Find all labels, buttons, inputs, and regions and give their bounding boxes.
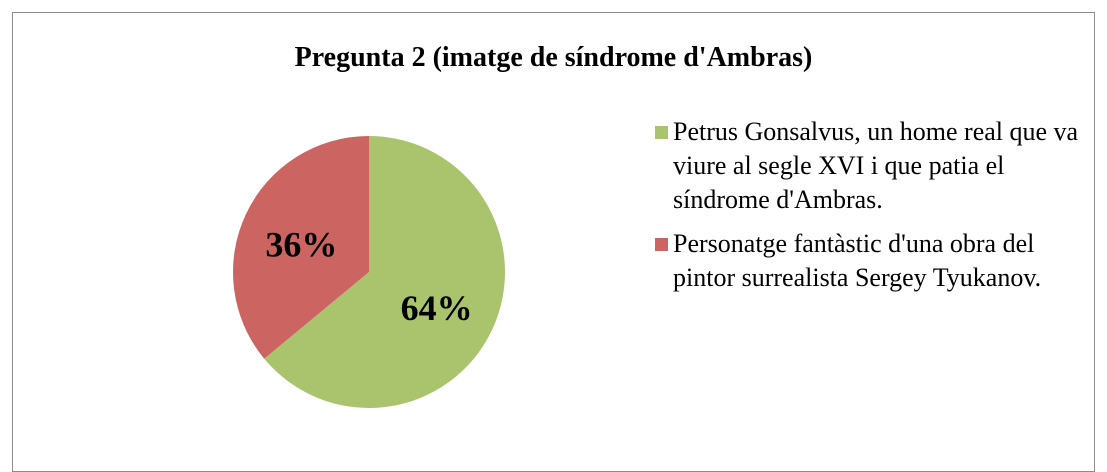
pie-slice xyxy=(233,136,369,359)
legend-swatch xyxy=(655,238,668,251)
pie-slice xyxy=(264,136,506,409)
legend: Petrus Gonsalvus, un home real que va vi… xyxy=(655,115,1085,305)
chart-title: Pregunta 2 (imatge de síndrome d'Ambras) xyxy=(294,42,813,73)
legend-item: Personatge fantàstic d'una obra del pint… xyxy=(655,227,1085,295)
legend-label: Petrus Gonsalvus, un home real que va vi… xyxy=(673,117,1079,214)
legend-swatch xyxy=(655,126,668,139)
data-label: 64% xyxy=(401,288,473,328)
data-label: 36% xyxy=(265,224,337,264)
page: 64% 36% Pregunta 2 (imatge de síndrome d'… xyxy=(12,12,1095,472)
legend-label: Personatge fantàstic d'una obra del pint… xyxy=(673,229,1042,292)
legend-item: Petrus Gonsalvus, un home real que va vi… xyxy=(655,115,1085,217)
chart: 64% 36% xyxy=(233,136,506,409)
